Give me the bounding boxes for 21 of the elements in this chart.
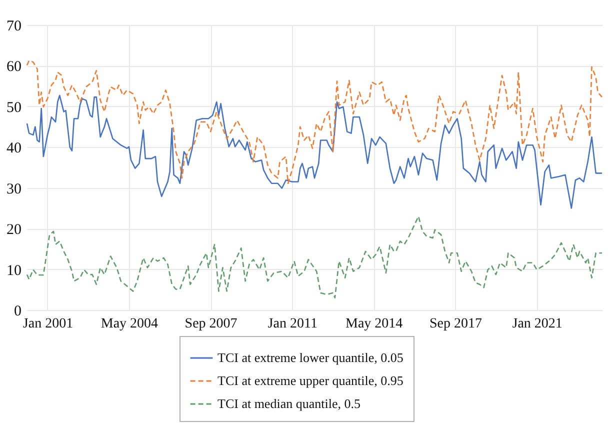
- x-tick-label: May 2004: [100, 316, 158, 332]
- line-series: [26, 60, 603, 184]
- y-tick-label: 0: [14, 304, 22, 320]
- x-tick-label: Jan 2011: [268, 316, 318, 332]
- y-tick-label: 30: [6, 181, 22, 198]
- line-series: [26, 216, 603, 298]
- x-tick-label: Jan 2021: [512, 316, 562, 332]
- legend-label: TCI at median quantile, 0.5: [218, 396, 360, 411]
- x-tick-label: Sep 2017: [429, 316, 482, 332]
- x-tick-label: May 2014: [345, 316, 403, 332]
- x-tick-label: Jan 2001: [22, 316, 74, 332]
- y-tick-label: 40: [6, 140, 22, 157]
- y-tick-label: 20: [6, 222, 22, 238]
- legend-label: TCI at extreme upper quantile, 0.95: [218, 373, 404, 388]
- y-tick-label: 60: [6, 59, 22, 76]
- x-tick-label: Sep 2007: [184, 316, 238, 332]
- y-tick-label: 70: [6, 18, 22, 34]
- y-tick-label: 10: [6, 262, 22, 279]
- line-series: [26, 94, 603, 209]
- legend-label: TCI at extreme lower quantile, 0.05: [218, 350, 404, 365]
- y-tick-label: 50: [6, 100, 22, 116]
